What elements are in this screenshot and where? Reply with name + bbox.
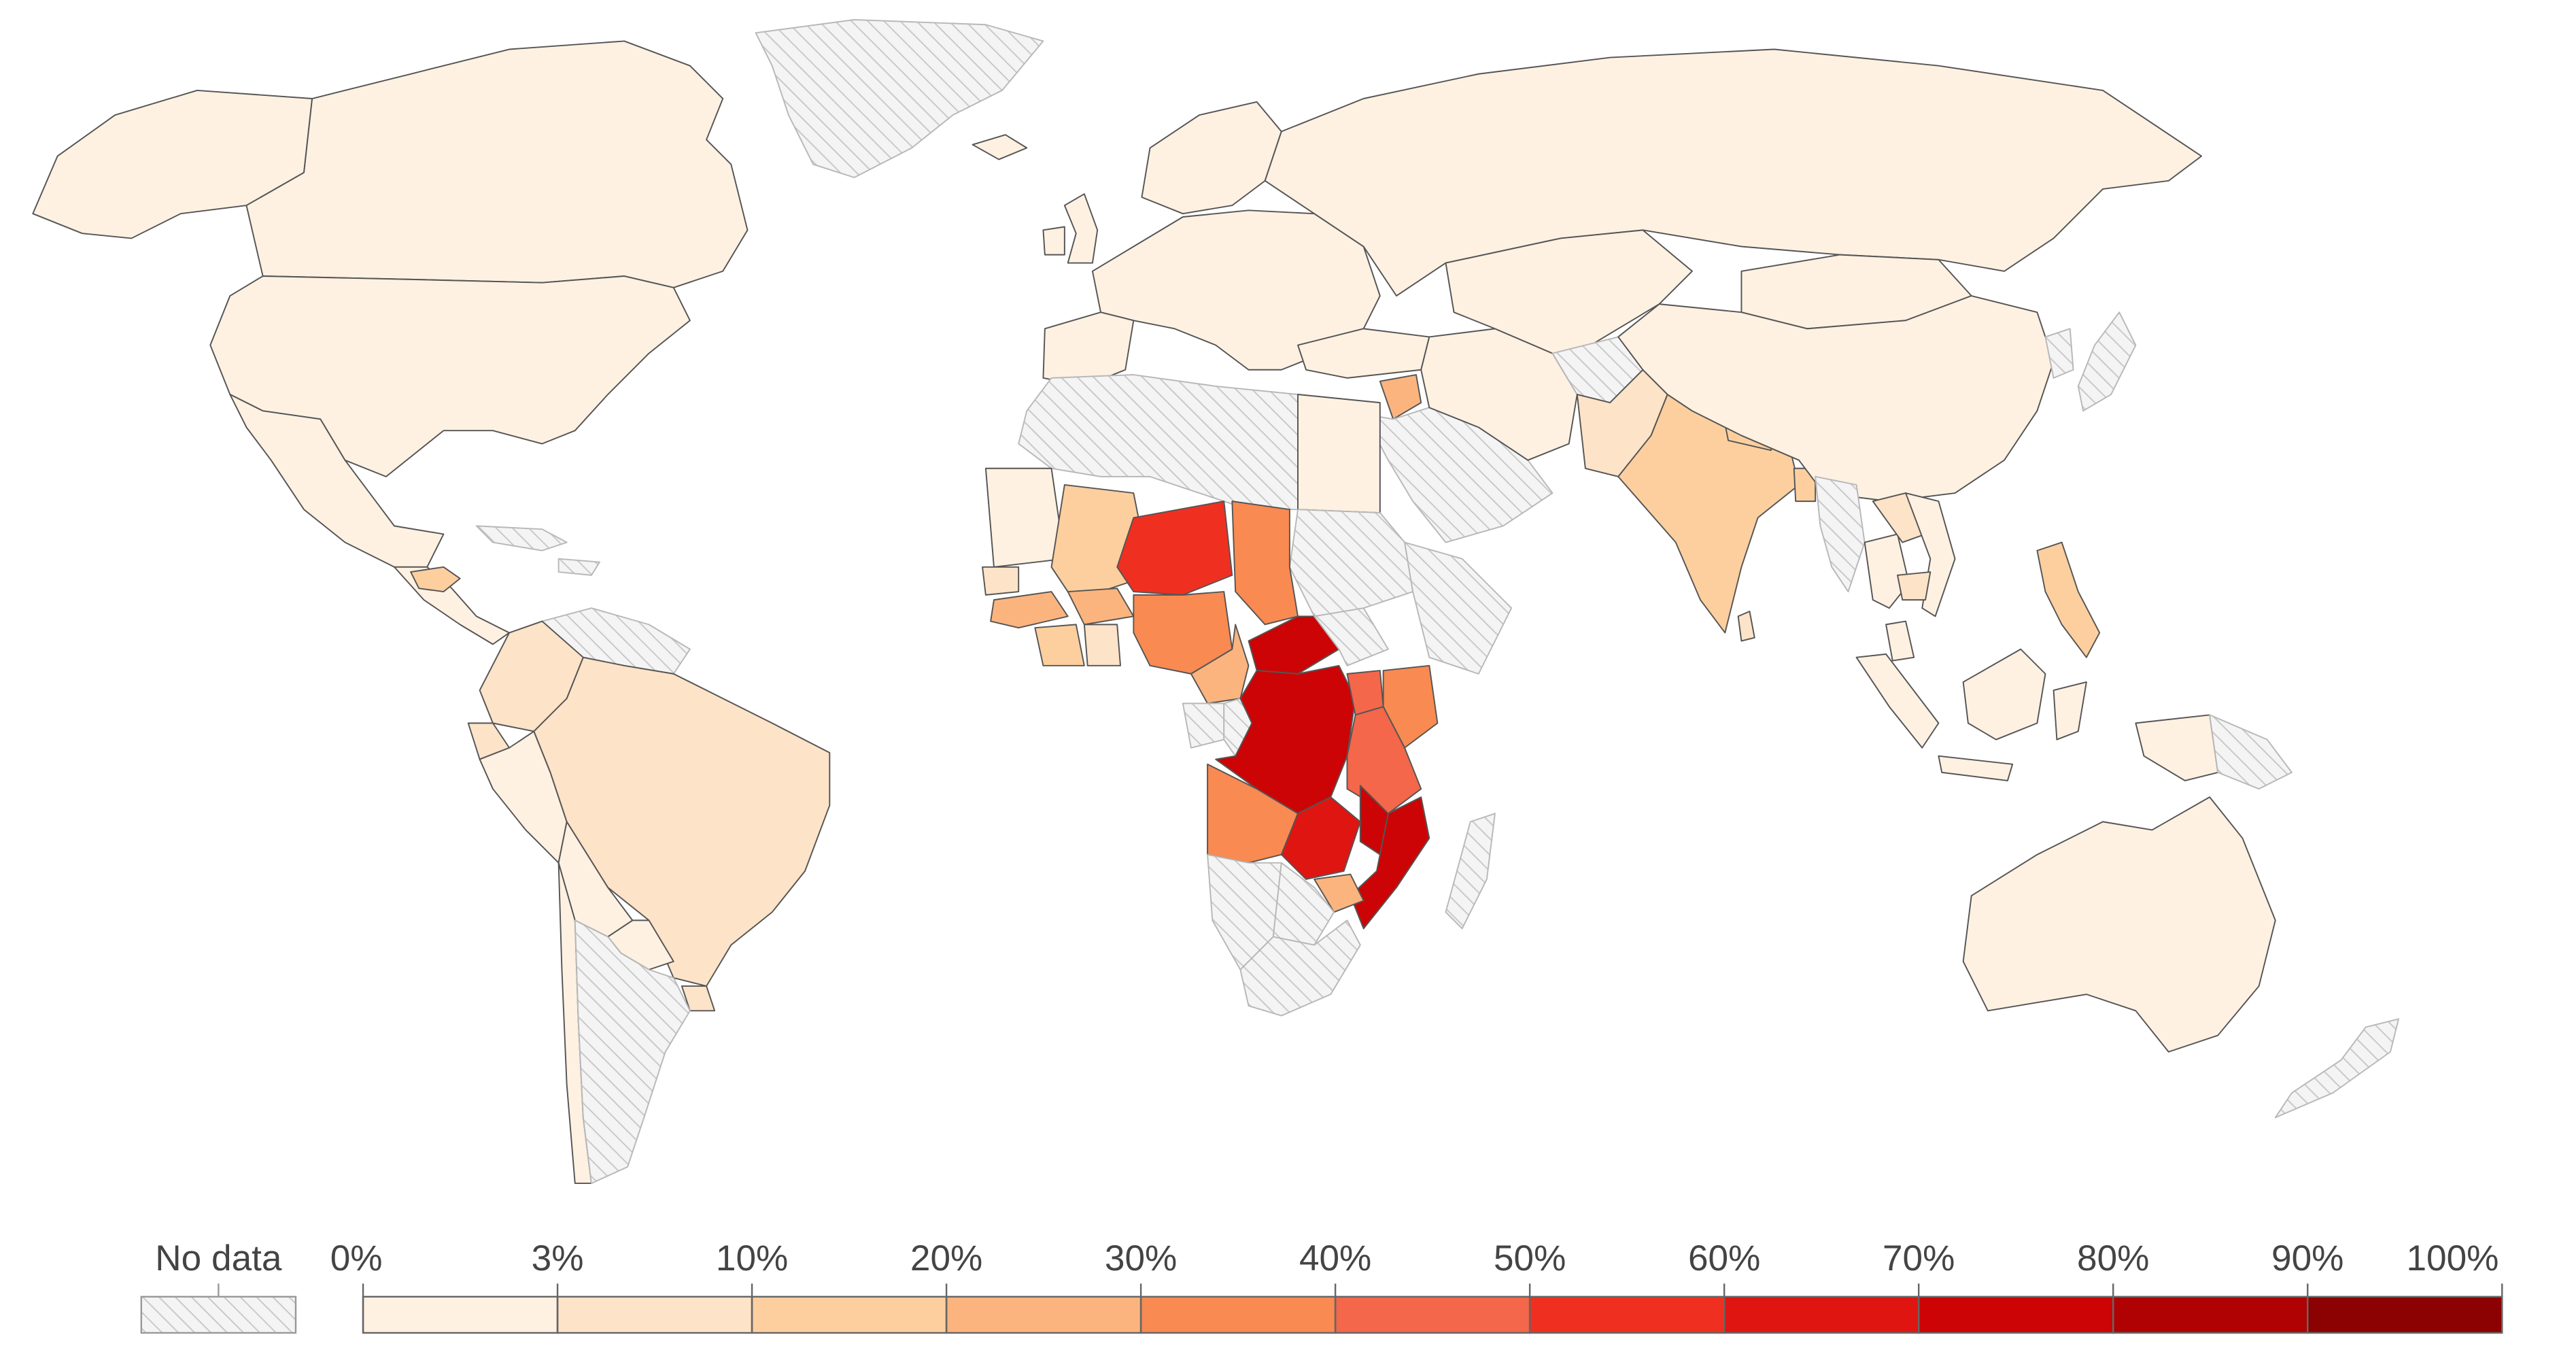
legend-label-1: 3% [532, 1238, 584, 1278]
region-korea[interactable] [2044, 328, 2074, 379]
region-chad[interactable] [1231, 501, 1299, 626]
region-syria[interactable] [1379, 374, 1422, 420]
region-uk[interactable] [1063, 193, 1099, 264]
legend-swatch-5 [1334, 1295, 1531, 1334]
region-sumatra[interactable] [1855, 653, 1940, 749]
region-burkina-faso[interactable] [1067, 588, 1135, 626]
legend-label-5: 40% [1299, 1238, 1371, 1278]
legend-swatch-0 [362, 1295, 559, 1334]
legend-label-3: 20% [910, 1238, 982, 1278]
region-guinea[interactable] [990, 591, 1069, 629]
region-australia[interactable] [1962, 796, 2276, 1053]
region-myanmar[interactable] [1815, 475, 1866, 593]
legend-label-7: 60% [1688, 1238, 1760, 1278]
region-ethiopia[interactable] [1404, 541, 1513, 675]
legend-label-6: 50% [1494, 1238, 1566, 1278]
region-botswana[interactable] [1272, 862, 1335, 946]
region-greenland[interactable] [755, 19, 1044, 178]
region-thailand[interactable] [1864, 533, 1910, 609]
region-south-africa[interactable] [1239, 919, 1361, 1017]
region-ireland[interactable] [1042, 226, 1065, 256]
region-borneo[interactable] [1962, 648, 2046, 741]
region-egypt[interactable] [1297, 394, 1381, 513]
region-kenya[interactable] [1382, 664, 1439, 749]
legend-swatch-4 [1139, 1295, 1337, 1334]
region-middle-east[interactable] [1362, 407, 1553, 543]
legend-label-4: 30% [1105, 1238, 1177, 1278]
region-zambia[interactable] [1280, 796, 1361, 880]
region-japan[interactable] [2077, 311, 2137, 412]
region-caribbean[interactable] [475, 525, 600, 576]
region-mauritania[interactable] [984, 467, 1065, 568]
region-north-africa[interactable] [1018, 374, 1299, 511]
region-sri-lanka[interactable] [1737, 611, 1755, 642]
legend-swatch-2 [751, 1295, 948, 1334]
legend-swatches [362, 1295, 2503, 1334]
legend-labels: 0% 3% 10% 20% 30% 40% 50% 60% 70% 80% 90% 100% [330, 1238, 2503, 1333]
legend-label-11: 100% [2406, 1238, 2498, 1278]
region-central-asia[interactable] [1445, 229, 1693, 354]
region-cambodia[interactable] [1897, 571, 1931, 601]
legend-swatch-10 [2307, 1295, 2503, 1334]
region-gabon[interactable] [1182, 702, 1225, 749]
legend-no-data-label: No data [155, 1238, 282, 1278]
region-china[interactable] [1617, 295, 2055, 503]
legend-swatch-3 [945, 1295, 1142, 1334]
region-sulawesi[interactable] [2053, 681, 2087, 741]
region-papua[interactable] [2135, 714, 2219, 781]
region-tanzania[interactable] [1346, 706, 1422, 815]
region-scandinavia[interactable] [1141, 101, 1282, 215]
legend-swatch-9 [2112, 1295, 2309, 1334]
legend-label-9: 80% [2077, 1238, 2149, 1278]
region-canada[interactable] [245, 40, 749, 288]
legend-no-data-swatch [140, 1295, 297, 1334]
legend-label-2: 10% [716, 1238, 788, 1278]
legend-label-0: 0% [330, 1238, 383, 1278]
region-iceland[interactable] [972, 134, 1028, 160]
region-png[interactable] [2209, 714, 2292, 790]
legend-label-8: 70% [1883, 1238, 1955, 1278]
region-sudan[interactable] [1288, 509, 1414, 617]
region-argentina[interactable] [574, 919, 691, 1185]
legend: No data 0% 3% 10% 20% 30% 40% 50% 60% 70% 80% 90% 1… [140, 1238, 2503, 1334]
region-russia[interactable] [1264, 48, 2203, 296]
region-ivory-coast[interactable] [1034, 624, 1085, 666]
region-new-zealand[interactable] [2274, 1018, 2399, 1119]
legend-label-10: 90% [2271, 1238, 2343, 1278]
region-senegal[interactable] [982, 566, 1020, 596]
region-honduras[interactable] [410, 566, 461, 593]
region-mexico[interactable] [229, 394, 445, 568]
region-zimbabwe[interactable] [1313, 873, 1364, 913]
legend-swatch-6 [1528, 1295, 1725, 1334]
legend-swatch-7 [1723, 1295, 1920, 1334]
region-philippines[interactable] [2036, 541, 2101, 658]
region-java[interactable] [1938, 755, 2014, 781]
region-uruguay[interactable] [681, 985, 716, 1012]
region-ghana[interactable] [1083, 624, 1121, 666]
region-malaysia[interactable] [1885, 620, 1915, 662]
region-mozambique[interactable] [1350, 796, 1430, 930]
region-madagascar[interactable] [1445, 813, 1496, 930]
region-vietnam[interactable] [1905, 492, 1956, 617]
legend-swatch-8 [1917, 1295, 2114, 1334]
legend-swatch-1 [556, 1295, 753, 1334]
region-iberia[interactable] [1042, 311, 1135, 387]
region-south-sudan[interactable] [1313, 607, 1389, 666]
